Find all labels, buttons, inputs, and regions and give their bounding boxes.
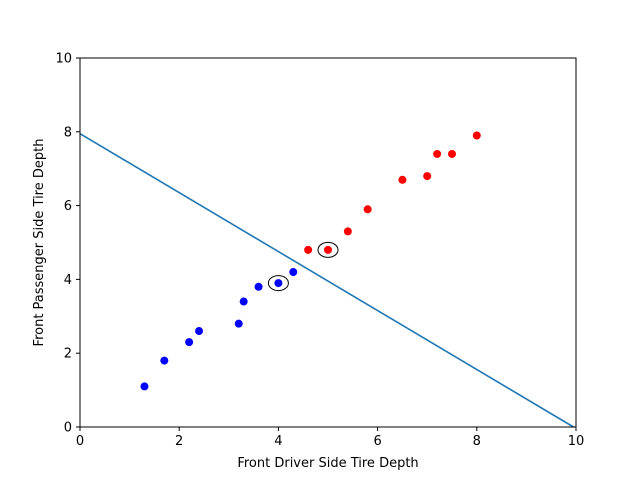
- scatter-point: [304, 245, 313, 254]
- y-tick-label: 6: [64, 199, 72, 214]
- scatter-point: [185, 338, 194, 347]
- scatter-point: [254, 282, 263, 291]
- chart-marks: [79, 131, 574, 428]
- scatter-point: [195, 327, 204, 336]
- scatter-point: [433, 149, 442, 158]
- x-tick-label: 4: [274, 434, 282, 449]
- scatter-point: [343, 227, 352, 236]
- scatter-point: [423, 172, 432, 181]
- highlight-ring: [317, 241, 339, 258]
- y-axis-ticks: 0 2 4 6 8 10: [55, 52, 80, 436]
- x-tick-label: 10: [568, 434, 585, 449]
- trend-line: [79, 132, 574, 428]
- x-axis-label: Front Driver Side Tire Depth: [237, 456, 418, 471]
- scatter-point: [448, 149, 456, 158]
- x-tick-label: 8: [473, 434, 481, 449]
- scatter-point: [140, 382, 149, 391]
- scatter-point: [363, 205, 372, 214]
- x-tick-label: 6: [373, 434, 381, 449]
- y-tick-label: 4: [64, 273, 72, 288]
- x-tick-label: 0: [76, 434, 84, 449]
- highlight-ring: [267, 275, 289, 292]
- x-axis-ticks: 0 2 4 6 8 10: [76, 427, 584, 449]
- scatter-point: [324, 245, 332, 254]
- y-tick-label: 2: [64, 347, 72, 362]
- scatter-point: [160, 356, 169, 365]
- x-tick-label: 2: [175, 434, 183, 449]
- scatter-point: [274, 279, 283, 288]
- scatter-point: [472, 131, 481, 140]
- scatter-point: [289, 268, 298, 277]
- y-axis-label: Front Passenger Side Tire Depth: [32, 139, 47, 347]
- scatter-point: [398, 175, 407, 184]
- plot-frame: [79, 57, 577, 428]
- scatter-point: [239, 297, 248, 306]
- y-tick-label: 8: [64, 125, 72, 140]
- y-tick-label: 0: [64, 421, 72, 436]
- scatter-point: [234, 319, 243, 328]
- y-tick-label: 10: [55, 52, 72, 67]
